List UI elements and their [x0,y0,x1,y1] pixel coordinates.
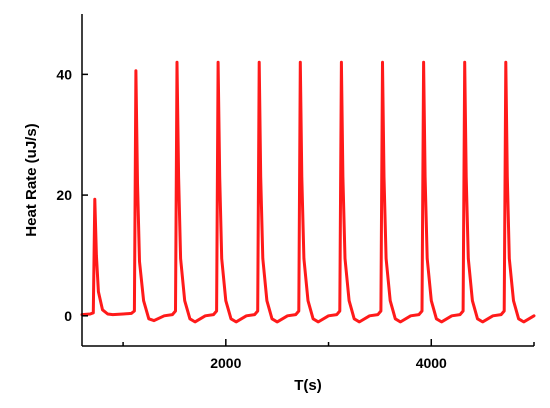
plot-area [80,60,536,324]
x-ticks: 2000 4000 [122,339,535,371]
y-tick-label: 40 [56,66,72,82]
y-tick-label: 20 [56,187,72,203]
x-axis-label: T(s) [294,377,322,394]
y-ticks: 0 20 40 [56,66,88,324]
y-axis-label: Heat Rate (uJ/s) [23,123,40,236]
series-line [80,60,536,324]
x-tick-label: 4000 [416,355,447,371]
x-tick-label: 2000 [210,355,241,371]
y-tick-label: 0 [64,308,72,324]
